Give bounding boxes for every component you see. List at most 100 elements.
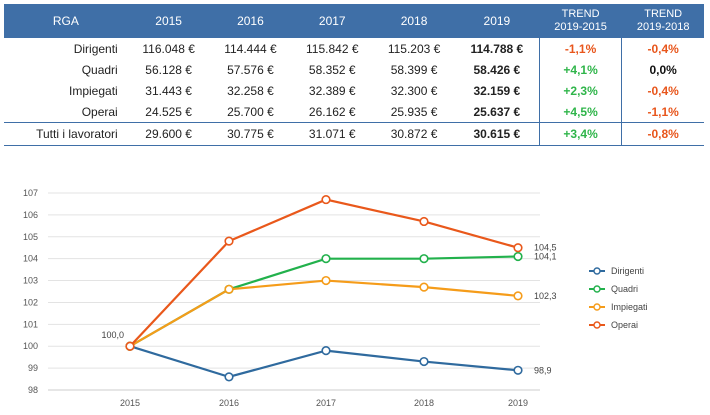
data-point-impiegati: [224, 284, 234, 294]
legend-marker-operai: [593, 321, 601, 329]
cell-value: 115.842 €: [306, 41, 359, 56]
y-tick-label: 102: [23, 297, 38, 307]
y-tick-label: 100: [23, 341, 38, 351]
data-label: 104,1: [534, 251, 557, 261]
cell-value-2019: 32.159 €: [473, 83, 521, 98]
y-tick-label: 103: [23, 276, 38, 286]
header-trend-2019-2018-text: TREND 2019-2018: [636, 8, 690, 33]
header-2019: 2019: [454, 4, 540, 38]
table-total-row: Tutti i lavoratori 29.600 € 30.775 € 31.…: [4, 122, 704, 146]
cell-value: 24.525 €: [145, 104, 192, 119]
data-point-dirigenti: [513, 365, 523, 375]
x-tick-label: 2018: [414, 398, 434, 408]
row-label: Tutti i lavoratori: [4, 122, 128, 146]
cell-value-2019: 30.615 €: [454, 122, 540, 146]
cell-value: 26.162 €: [308, 104, 356, 119]
cell-trend-2019-2015: +4,1%: [538, 59, 622, 80]
x-tick-label: 2015: [120, 398, 140, 408]
cell-value: 57.576 €: [227, 62, 274, 77]
table-row: Impiegati 31.443 € 32.258 € 32.389 € 32.…: [4, 80, 704, 101]
rga-table: RGA 2015 2016 2017 2018 2019 TREND 2019-…: [4, 4, 704, 146]
cell-value: 31.071 €: [291, 122, 374, 146]
cell-value: 30.872 €: [373, 122, 455, 146]
cell-value: 30.775 €: [209, 122, 292, 146]
cell-value: 31.443 €: [145, 83, 192, 98]
table-row: Quadri 56.128 € 57.576 € 58.352 € 58.399…: [4, 59, 704, 80]
data-point-dirigenti: [224, 372, 234, 382]
x-tick-label: 2019: [508, 398, 528, 408]
data-label: 100,0: [101, 330, 124, 340]
cell-value-2019: 114.788 €: [470, 41, 524, 56]
legend-label-impiegati: Impiegati: [611, 302, 648, 312]
y-tick-label: 98: [28, 385, 38, 395]
cell-trend-2019-2018: -0,8%: [621, 122, 704, 146]
cell-value: 116.048 €: [142, 41, 195, 56]
legend-label-dirigenti: Dirigenti: [611, 266, 644, 276]
row-label: Dirigenti: [73, 41, 118, 56]
cell-value-2019: 25.637 €: [473, 104, 521, 119]
y-tick-label: 106: [23, 210, 38, 220]
data-point-quadri: [513, 251, 523, 262]
legend-label-operai: Operai: [611, 320, 638, 330]
data-point-quadri: [321, 254, 331, 264]
data-point-impiegati: [321, 275, 331, 286]
data-point-operai: [419, 216, 429, 227]
data-label: 102,3: [534, 291, 557, 301]
header-rga: RGA: [4, 4, 128, 38]
data-point-quadri: [419, 254, 429, 264]
header-trend-2019-2015-text: TREND 2019-2015: [554, 8, 607, 33]
legend-marker-dirigenti: [593, 267, 601, 275]
data-point-dirigenti: [321, 346, 331, 356]
data-point-operai: [224, 236, 234, 246]
cell-value: 25.700 €: [227, 104, 274, 119]
cell-trend-2019-2018: -0,4%: [621, 80, 704, 101]
table-row: Dirigenti 116.048 € 114.444 € 115.842 € …: [4, 38, 704, 59]
data-label: 98,9: [534, 365, 552, 375]
header-2016: 2016: [209, 4, 292, 38]
cell-value: 114.444 €: [224, 41, 277, 56]
data-point-dirigenti: [419, 356, 429, 367]
series-line-quadri: [129, 255, 519, 348]
cell-value-2019: 58.426 €: [473, 62, 521, 77]
cell-trend-2019-2018: -0,4%: [621, 38, 704, 59]
cell-trend-2019-2015: +2,3%: [538, 80, 622, 101]
data-point-operai: [125, 341, 135, 351]
row-label: Impiegati: [69, 83, 118, 98]
data-point-operai: [321, 194, 331, 205]
data-point-operai: [513, 243, 523, 253]
cell-value: 25.935 €: [390, 104, 438, 119]
legend-marker-quadri: [593, 285, 601, 293]
row-label: Operai: [81, 104, 118, 119]
header-2018: 2018: [373, 4, 455, 38]
cell-trend-2019-2015: +3,4%: [538, 122, 622, 146]
legend-marker-impiegati: [593, 303, 601, 311]
cell-value: 115.203 €: [387, 41, 441, 56]
table-row: Operai 24.525 € 25.700 € 26.162 € 25.935…: [4, 101, 704, 123]
cell-value: 32.389 €: [308, 83, 356, 98]
cell-trend-2019-2018: 0,0%: [621, 59, 704, 80]
y-tick-label: 104: [23, 254, 38, 264]
y-tick-label: 101: [23, 319, 38, 329]
cell-value: 58.352 €: [308, 62, 356, 77]
cell-trend-2019-2018: -1,1%: [621, 101, 704, 123]
cell-value: 56.128 €: [145, 62, 192, 77]
index-line-chart: 98 99 100 101 102 103 104 105 106 107 2015 2016 2017…: [23, 188, 648, 408]
row-label: Quadri: [81, 62, 118, 77]
cell-value: 32.300 €: [390, 83, 438, 98]
cell-trend-2019-2015: -1,1%: [538, 38, 622, 59]
data-point-impiegati: [513, 291, 523, 301]
data-point-impiegati: [419, 282, 429, 292]
table-header-row: RGA 2015 2016 2017 2018 2019 TREND 2019-…: [4, 4, 704, 38]
cell-value: 58.399 €: [390, 62, 438, 77]
y-tick-label: 99: [28, 363, 38, 373]
series-line-impiegati: [129, 279, 519, 348]
header-2017: 2017: [291, 4, 374, 38]
data-label: 104,5: [534, 243, 557, 253]
cell-value: 32.258 €: [227, 83, 274, 98]
y-tick-label: 105: [23, 232, 38, 242]
header-trend-2019-2018: TREND 2019-2018: [621, 4, 704, 38]
cell-trend-2019-2015: +4,5%: [538, 101, 622, 123]
header-2015: 2015: [127, 4, 210, 38]
legend-label-quadri: Quadri: [611, 284, 638, 294]
x-tick-label: 2016: [219, 398, 239, 408]
